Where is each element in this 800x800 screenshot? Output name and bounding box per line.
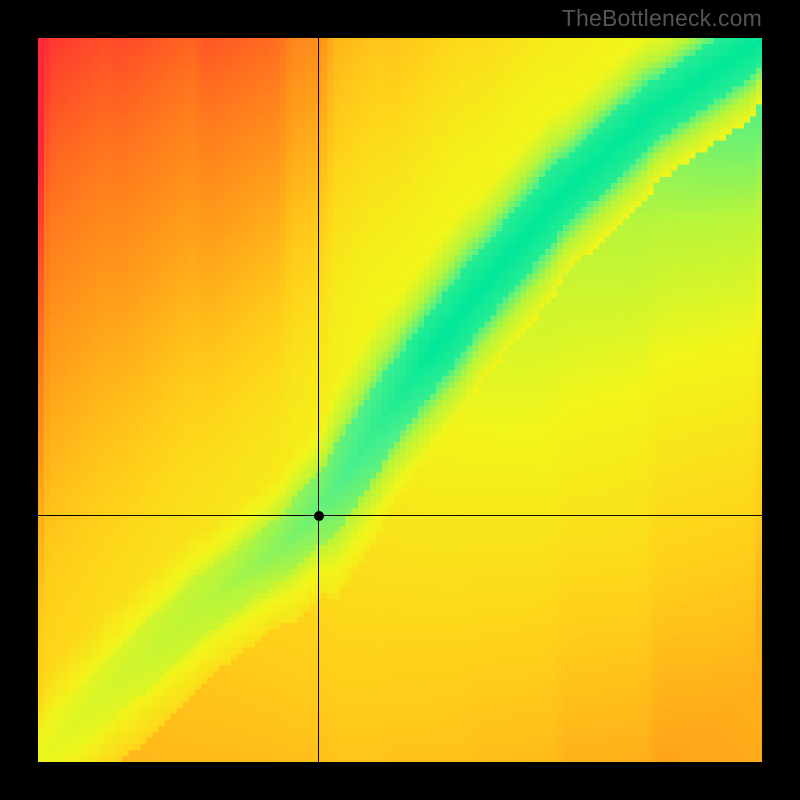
chart-container: TheBottleneck.com (0, 0, 800, 800)
watermark-text: TheBottleneck.com (562, 5, 762, 32)
crosshair-vertical (318, 38, 319, 762)
crosshair-horizontal (38, 515, 762, 516)
crosshair-marker (314, 511, 324, 521)
bottleneck-heatmap (38, 38, 762, 762)
